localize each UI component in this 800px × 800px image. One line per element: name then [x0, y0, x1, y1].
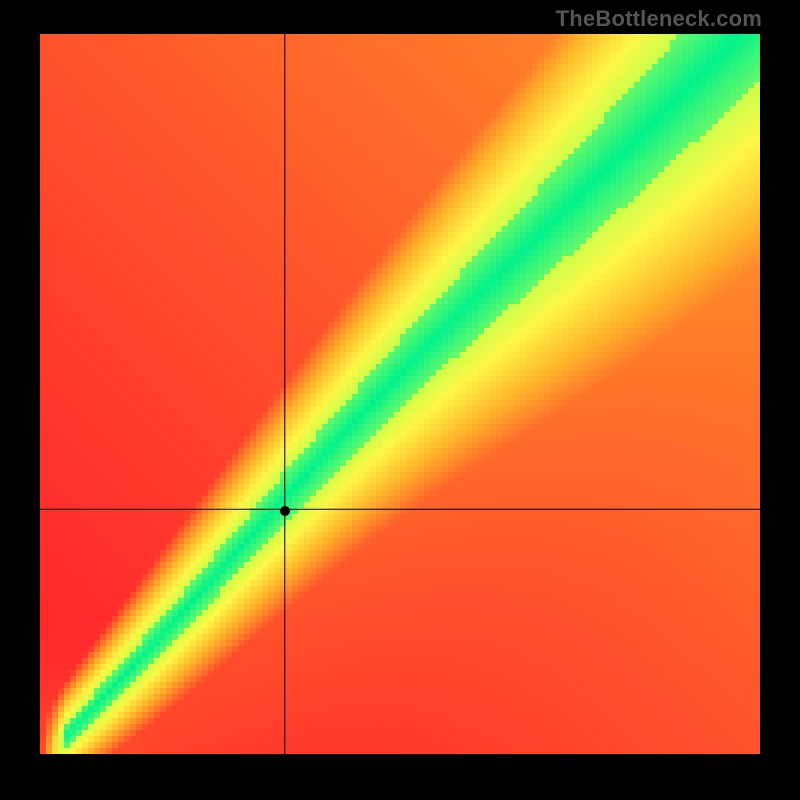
heatmap-canvas [40, 34, 760, 754]
heatmap-frame [40, 34, 760, 754]
chart-container: TheBottleneck.com [0, 0, 800, 800]
data-point-marker [280, 506, 290, 516]
watermark-text: TheBottleneck.com [556, 6, 762, 32]
